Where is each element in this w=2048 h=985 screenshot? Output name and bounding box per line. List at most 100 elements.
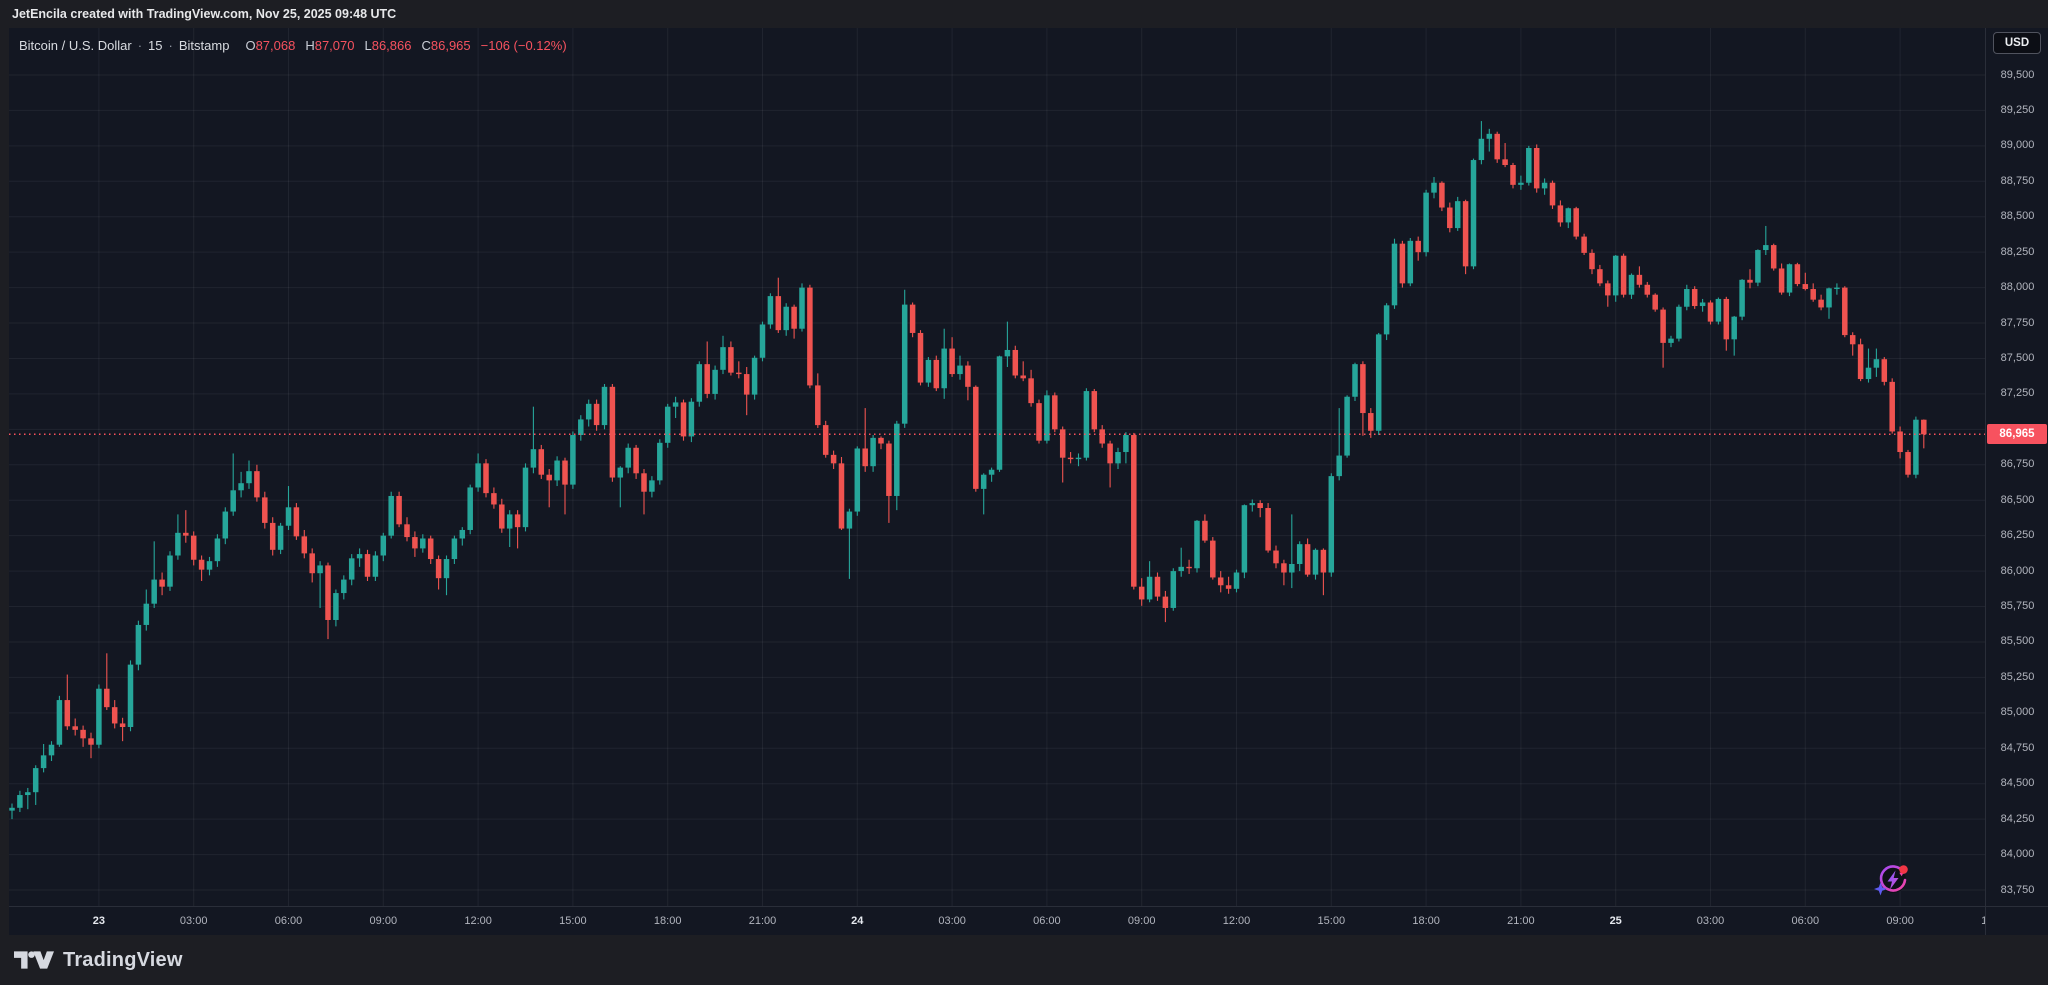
candle-body <box>617 467 624 478</box>
candle-body <box>56 700 63 745</box>
tradingview-glyph-icon <box>14 951 54 969</box>
candle-body <box>1526 147 1532 183</box>
candle-body <box>1020 375 1026 379</box>
candle-body <box>728 347 734 373</box>
time-axis-label: 21:00 <box>1507 915 1535 927</box>
time-axis[interactable]: 23 03:00 06:00 09:00 12:00 15:00 18:00 21:00 24 0… <box>9 906 1985 936</box>
candle-body <box>1763 245 1769 251</box>
candle-body <box>578 419 584 436</box>
candle-body <box>996 356 1003 470</box>
ai-quick-action-icon[interactable] <box>1872 858 1914 900</box>
price-axis-label: 88,000 <box>2000 281 2035 294</box>
candle-body <box>1233 572 1240 589</box>
symbol-legend[interactable]: Bitcoin / U.S. Dollar · 15 · Bitstamp O8… <box>19 35 567 55</box>
time-axis-label: 06:00 <box>1791 915 1820 927</box>
candle-body <box>625 447 631 468</box>
candle-body <box>1186 566 1192 569</box>
candle-body <box>1541 182 1548 189</box>
price-axis-label: 87,250 <box>2000 387 2035 400</box>
candle-body <box>593 403 600 426</box>
price-axis-label: 88,750 <box>2000 174 2035 187</box>
candle-body <box>435 559 442 579</box>
price-axis-label: 86,500 <box>2000 493 2035 506</box>
candle-body <box>1873 359 1880 368</box>
candle-body <box>1052 395 1058 430</box>
candle-body <box>396 495 402 525</box>
candle-body <box>1044 395 1050 441</box>
tradingview-logo[interactable]: TradingView <box>14 945 183 975</box>
candle-body <box>759 324 766 358</box>
candle-body <box>64 700 71 727</box>
high-value: H87,070 <box>305 37 355 53</box>
candle-body <box>688 401 695 437</box>
candle-body <box>475 463 481 488</box>
candle-body <box>1707 302 1714 322</box>
last-price-badge: 86,965 <box>1987 424 2047 445</box>
price-axis[interactable]: USD 89,500 89,250 89,000 88,750 88,500 88,250… <box>1985 28 2048 906</box>
candle-body <box>933 359 940 389</box>
candle-body <box>262 497 268 523</box>
candle-body <box>514 514 521 528</box>
candle-body <box>1676 306 1682 339</box>
time-axis-label: 09:00 <box>1127 915 1156 927</box>
candle-body <box>965 365 971 387</box>
candle-body <box>1755 250 1761 283</box>
time-axis-label: 09:00 <box>369 915 398 927</box>
candle-body <box>1581 236 1587 253</box>
candle-body <box>1881 359 1888 382</box>
candle-body <box>9 807 15 811</box>
candle-body <box>1620 255 1627 295</box>
candle-body <box>649 480 655 492</box>
candle-body <box>254 471 260 498</box>
candle-body <box>111 707 118 724</box>
candle-body <box>1454 201 1461 229</box>
candle-body <box>1462 201 1469 267</box>
tradingview-wordmark: TradingView <box>63 948 183 971</box>
candle-body <box>1407 240 1414 284</box>
candle-body <box>1202 520 1208 541</box>
price-axis-label: 84,750 <box>2000 741 2035 754</box>
candle-body <box>1723 298 1730 340</box>
candle-body <box>1368 413 1374 431</box>
time-axis-label: 12:00 <box>1222 915 1251 927</box>
candle-body <box>88 738 94 745</box>
candle-body <box>364 554 371 577</box>
candle-body <box>1715 298 1722 322</box>
candle-body <box>1360 364 1366 414</box>
candle-body <box>704 364 710 394</box>
candle-body <box>822 425 829 455</box>
candle-body <box>1778 268 1785 293</box>
candle-body <box>988 469 995 475</box>
candle-body <box>807 287 813 386</box>
candle-body <box>1265 508 1271 551</box>
candle-body <box>1652 294 1658 310</box>
candle-body <box>143 603 150 625</box>
candle-body <box>1257 503 1263 509</box>
candle-body <box>1217 577 1224 586</box>
time-axis-label: 12:00 <box>464 915 492 927</box>
currency-toggle-button[interactable]: USD <box>1993 32 2041 54</box>
symbol-title[interactable]: Bitcoin / U.S. Dollar · 15 · Bitstamp <box>19 38 229 53</box>
candle-body <box>159 579 165 587</box>
candle-body <box>1091 391 1098 430</box>
candle-body <box>1099 429 1105 444</box>
candle-body <box>167 555 173 587</box>
candle-body <box>388 495 394 536</box>
candle-body <box>467 487 473 530</box>
candle-body <box>427 538 434 560</box>
candle-body <box>1810 289 1816 300</box>
candle-body <box>546 474 552 481</box>
candle-body <box>862 448 868 467</box>
time-axis-label: 12:00 <box>1981 914 1985 929</box>
chart-pane[interactable]: Bitcoin / U.S. Dollar · 15 · Bitstamp O8… <box>9 28 1985 906</box>
candle-body <box>854 448 861 512</box>
candle-body <box>1549 182 1556 206</box>
candle-body <box>1818 299 1824 308</box>
candle-body <box>348 558 355 580</box>
candle-body <box>1194 520 1200 569</box>
candle-body <box>1431 182 1437 193</box>
candle-body <box>1083 391 1090 458</box>
candle-body <box>554 460 560 481</box>
time-axis-label: 25 <box>1609 915 1622 927</box>
candle-body <box>1059 429 1066 458</box>
